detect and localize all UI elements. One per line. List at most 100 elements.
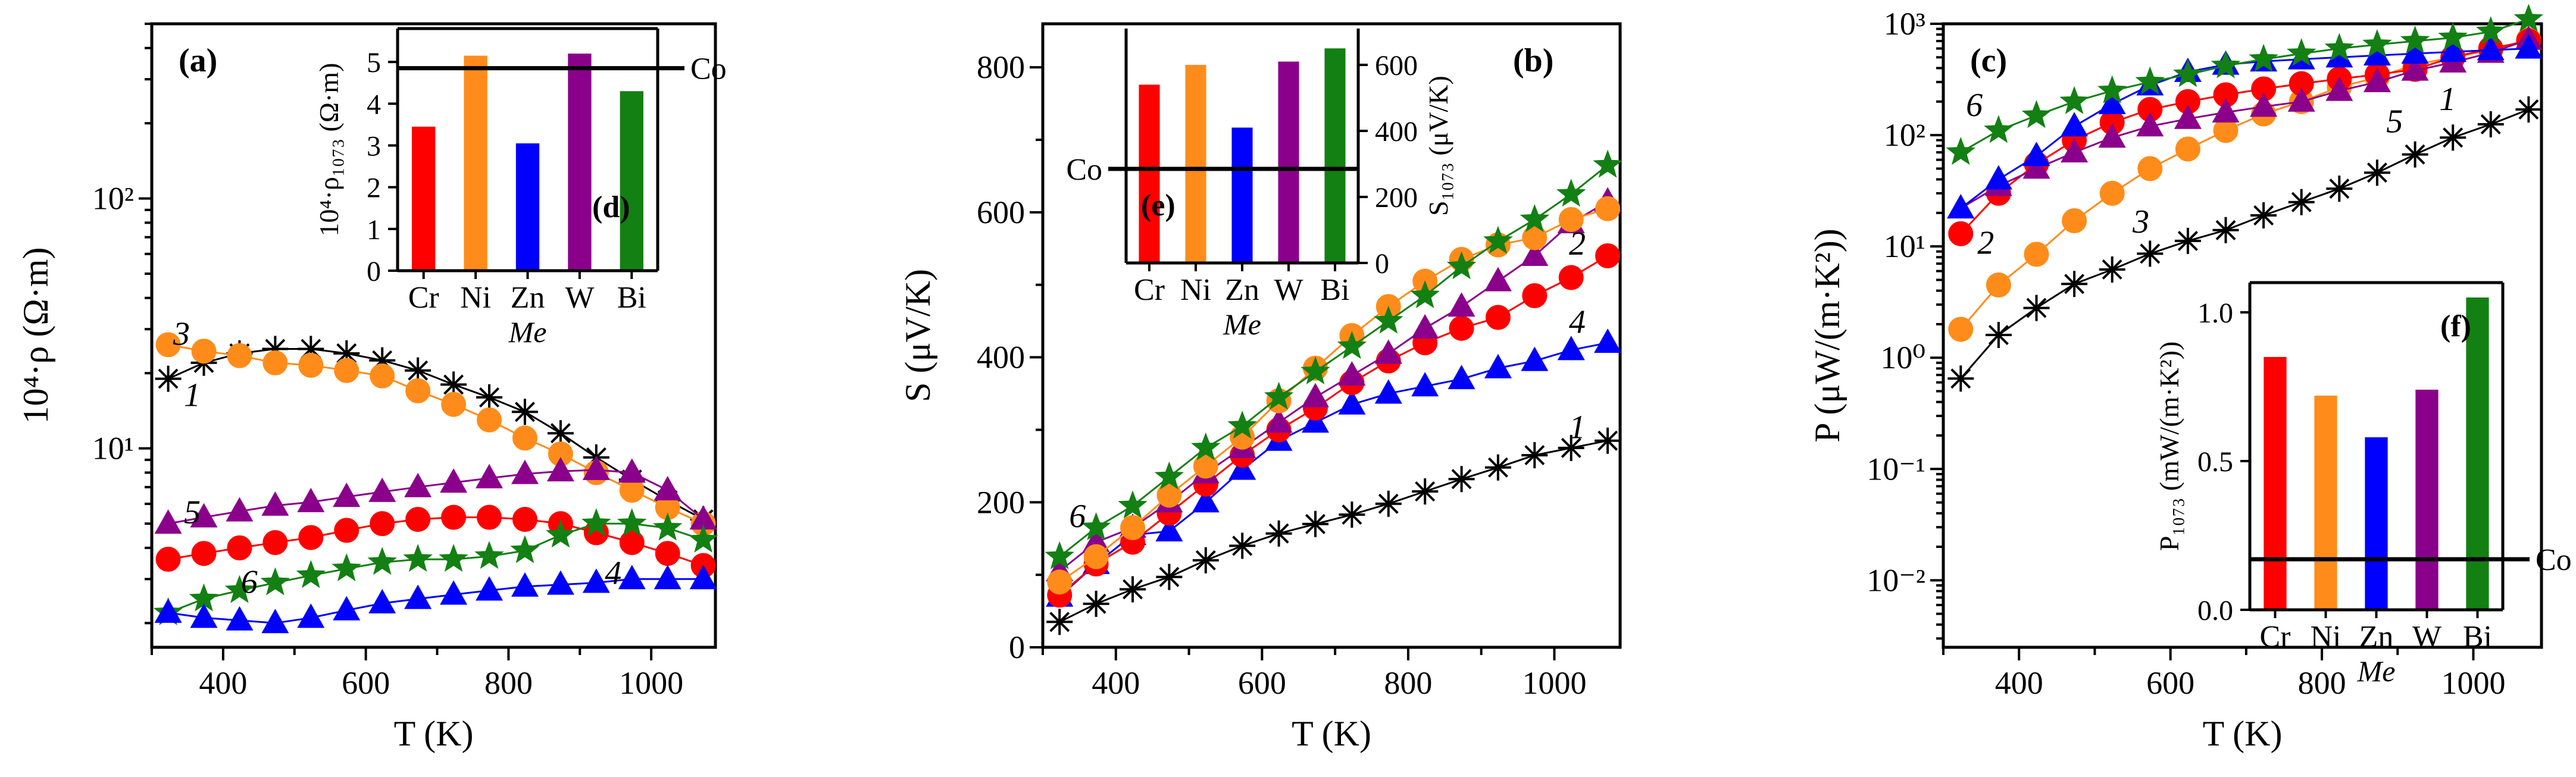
data-point xyxy=(1339,502,1365,528)
bar-category-label: Cr xyxy=(1134,273,1165,307)
data-point xyxy=(334,358,359,383)
data-point xyxy=(2364,159,2390,186)
inset-x-axis-label: Me xyxy=(508,315,547,349)
bar-w xyxy=(568,54,592,271)
data-point xyxy=(298,525,324,550)
data-point xyxy=(1375,490,1402,517)
data-point xyxy=(154,509,182,534)
bar-category-label: Bi xyxy=(617,281,646,315)
series-5 xyxy=(154,455,717,534)
data-point xyxy=(2061,112,2089,137)
data-point xyxy=(1154,461,1184,490)
data-point xyxy=(655,541,680,566)
curve-label: 1 xyxy=(1569,409,1586,446)
data-point xyxy=(617,508,647,537)
data-point xyxy=(1083,544,1109,569)
plot-frame xyxy=(1942,22,2543,649)
series-line xyxy=(1059,341,1608,597)
data-point xyxy=(1483,225,1513,254)
data-point xyxy=(1083,590,1109,617)
x-tick-label: 600 xyxy=(342,665,390,701)
data-point xyxy=(370,511,395,537)
data-point xyxy=(1522,283,1548,308)
data-point xyxy=(476,384,502,411)
series-line xyxy=(1059,208,1608,583)
series-line xyxy=(167,348,704,521)
series-2 xyxy=(155,505,716,578)
data-point xyxy=(405,378,431,403)
y-tick-label: 0 xyxy=(1009,629,1025,665)
data-point xyxy=(2440,124,2466,151)
data-point xyxy=(1449,315,1474,341)
data-point xyxy=(2024,242,2049,267)
data-point xyxy=(441,505,467,530)
data-point xyxy=(1374,379,1402,404)
data-point xyxy=(1946,137,1975,165)
data-point xyxy=(2211,50,2241,79)
bar-category-label: Cr xyxy=(2260,620,2291,654)
series-6 xyxy=(153,508,718,625)
data-point xyxy=(1558,265,1584,290)
data-point xyxy=(226,497,254,522)
x-tick-label: 1000 xyxy=(2441,665,2506,701)
data-point xyxy=(2174,104,2202,129)
inset-y-tick-label: 600 xyxy=(1375,50,1418,82)
data-point xyxy=(1411,314,1439,339)
bar-category-label: Ni xyxy=(1180,273,1211,307)
curve-label: 1 xyxy=(2439,81,2456,118)
data-point xyxy=(2324,33,2355,61)
bar-category-label: Zn xyxy=(511,281,545,315)
data-point xyxy=(404,584,432,609)
data-point xyxy=(1082,528,1110,553)
bar-category-label: Bi xyxy=(2463,620,2492,654)
data-point xyxy=(546,457,574,482)
inset-x-axis-label: Me xyxy=(1223,308,1261,341)
data-point xyxy=(2477,111,2504,137)
inset-panel-label: (e) xyxy=(1141,189,1176,223)
data-point xyxy=(2135,66,2165,95)
data-point xyxy=(2061,138,2089,163)
data-point xyxy=(1594,328,1622,353)
data-point xyxy=(1410,280,1440,308)
data-point xyxy=(618,565,646,590)
data-point xyxy=(476,463,504,488)
series-line xyxy=(1059,200,1608,572)
data-point xyxy=(2098,123,2126,148)
data-point xyxy=(2287,87,2315,112)
data-point xyxy=(2288,189,2315,215)
data-point xyxy=(689,505,717,530)
bar-bi xyxy=(620,91,643,271)
inset-d: Cr Ni Zn W Bi Co 0 1 2 3 4 5 Me 10⁴·ρ₁₀₇₃ (Ω·m) (d) xyxy=(314,27,727,349)
data-point xyxy=(190,603,218,628)
y-tick-label: 10¹ xyxy=(1884,228,1925,264)
data-point xyxy=(262,530,288,555)
y-tick-label: 800 xyxy=(977,49,1025,85)
data-point xyxy=(2212,217,2239,243)
data-point xyxy=(2402,141,2428,168)
curve-label: 6 xyxy=(1069,498,1086,535)
panel-label: (c) xyxy=(1970,42,2007,79)
data-point xyxy=(2099,256,2125,283)
data-point xyxy=(688,524,718,553)
data-point xyxy=(1521,346,1549,371)
panel-label: (a) xyxy=(179,42,217,79)
data-point xyxy=(2477,36,2505,61)
data-point xyxy=(1045,541,1074,569)
x-tick-label: 400 xyxy=(1995,665,2043,701)
x-tick-label: 800 xyxy=(1384,665,1432,701)
series-6 xyxy=(1946,4,2544,165)
data-point xyxy=(2401,56,2429,81)
data-point xyxy=(1120,515,1146,540)
data-point xyxy=(654,476,681,501)
series-line xyxy=(168,516,704,566)
data-point xyxy=(227,343,252,368)
data-point xyxy=(1118,490,1148,519)
x-tick-label: 400 xyxy=(1092,665,1140,701)
y-tick-label: 200 xyxy=(977,484,1025,520)
y-tick-label: 10¹ xyxy=(92,431,134,466)
data-point xyxy=(1446,251,1477,280)
data-point xyxy=(2325,43,2353,68)
data-point xyxy=(1558,434,1584,461)
inset-y-tick-label: 200 xyxy=(1375,182,1418,214)
data-point xyxy=(2062,208,2087,234)
